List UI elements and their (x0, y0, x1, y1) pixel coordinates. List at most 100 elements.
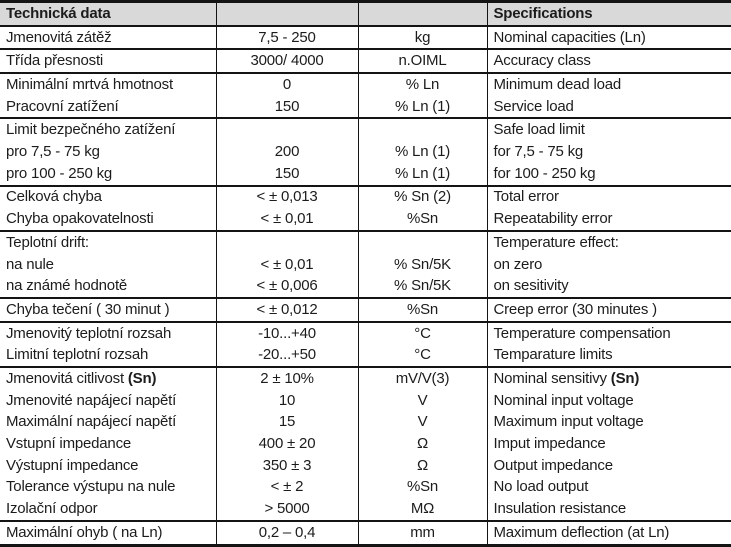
table-row: na nule < ± 0,01 % Sn/5K on zero (0, 253, 731, 276)
czech-label-cell: Jmenovité napájecí napětí (0, 389, 217, 412)
value-cell: -20...+50 (216, 344, 359, 368)
value-cell (216, 230, 359, 254)
table-row: pro 7,5 - 75 kg 200 % Ln (1) for 7,5 - 7… (0, 141, 731, 163)
czech-label-cell: Chyba opakovatelnosti (0, 208, 217, 232)
value-cell: 10 (216, 389, 359, 412)
value-cell: 350 ± 3 (216, 454, 359, 477)
czech-label-cell: Jmenovitý teplotní rozsah (0, 321, 217, 345)
unit-cell: MΩ (358, 498, 488, 522)
table-row: Jmenovitý teplotní rozsah -10...+40 °C T… (0, 321, 731, 345)
czech-label-cell: na známé hodnotě (0, 275, 217, 299)
value-cell: < ± 0,012 (216, 297, 359, 323)
unit-cell: mV/V(3) (358, 367, 488, 390)
czech-label-cell: Chyba tečení ( 30 minut ) (0, 297, 217, 323)
value-cell: < ± 0,01 (216, 208, 359, 232)
table-row: Chyba tečení ( 30 minut ) < ± 0,012 %Sn … (0, 297, 731, 323)
table-row: Pracovní zatížení 150 % Ln (1) Service l… (0, 95, 731, 120)
english-label-cell: Minimum dead load (493, 76, 622, 94)
table-row: Jmenovitá citlivost (Sn) 2 ± 10% mV/V(3)… (0, 367, 731, 390)
unit-cell: °C (358, 321, 488, 345)
unit-cell (358, 118, 488, 142)
czech-header-cell: Technická data (0, 1, 217, 27)
english-label-cell: Output impedance (493, 456, 614, 474)
english-label-cell: Repeatability error (487, 208, 731, 232)
unit-cell: % Ln (1) (358, 141, 488, 163)
unit-cell: V (358, 411, 488, 434)
czech-label-cell: Izolační odpor (0, 498, 217, 522)
value-cell (216, 118, 359, 142)
value-cell: < ± 2 (216, 476, 359, 499)
english-label-cell: Total error (493, 188, 560, 206)
table-row: Celková chyba < ± 0,013 % Sn (2) Total e… (0, 185, 731, 209)
unit-cell: Ω (358, 433, 488, 455)
value-cell: < ± 0,006 (216, 275, 359, 299)
czech-label-cell: na nule (0, 253, 217, 276)
table-row: Třída přesnosti 3000/ 4000 n.OIML Accura… (0, 49, 731, 75)
czech-label-cell: pro 100 - 250 kg (0, 162, 217, 187)
value-cell: 7,5 - 250 (216, 25, 359, 51)
english-header-cell: Specifications (487, 1, 731, 27)
unit-cell: % Sn/5K (358, 253, 488, 276)
english-label-cell: Accuracy class (487, 49, 731, 75)
value-cell: < ± 0,013 (216, 185, 359, 209)
table-row: Minimální mrtvá hmotnost 0 % Ln Minimum … (0, 73, 731, 96)
unit-cell: % Ln (358, 73, 488, 96)
table-row: Vstupní impedance 400 ± 20 Ω Imput imped… (0, 433, 731, 455)
unit-cell: V (358, 389, 488, 412)
english-label-cell: Nominal sensitivy (Sn) (493, 369, 640, 387)
table-row: pro 100 - 250 kg 150 % Ln (1) for 100 - … (0, 162, 731, 187)
table-row: Chyba opakovatelnosti < ± 0,01 %Sn Repea… (0, 208, 731, 232)
unit-cell: mm (358, 520, 488, 545)
czech-label-cell: Jmenovitá zátěž (0, 25, 217, 51)
value-cell: 3000/ 4000 (216, 49, 359, 75)
table-row: Maximální napájecí napětí 15 V Maximum i… (0, 411, 731, 434)
table-row: Jmenovitá zátěž 7,5 - 250 kg Nominal cap… (0, 25, 731, 51)
table-row: Izolační odpor > 5000 MΩ Insulation resi… (0, 498, 731, 522)
english-label-cell: for 7,5 - 75 kg (493, 143, 584, 161)
value-cell: 400 ± 20 (216, 433, 359, 455)
english-label-cell: Insulation resistance (487, 498, 731, 522)
czech-label-cell: Maximální ohyb ( na Ln) (0, 520, 217, 545)
unit-cell: n.OIML (358, 49, 488, 75)
table-row: Jmenovité napájecí napětí 10 V Nominal i… (0, 389, 731, 412)
czech-label-cell: Jmenovitá citlivost (Sn) (0, 367, 217, 390)
unit-cell: % Sn (2) (358, 185, 488, 209)
unit-cell: %Sn (358, 297, 488, 323)
table-row: Výstupní impedance 350 ± 3 Ω Output impe… (0, 454, 731, 477)
english-label-cell: Maximum deflection (at Ln) (493, 523, 670, 541)
english-label-cell: Service load (487, 95, 731, 120)
english-label-cell: on zero (493, 255, 543, 273)
table-row: na známé hodnotě < ± 0,006 % Sn/5K on se… (0, 275, 731, 299)
unit-cell: Ω (358, 454, 488, 477)
unit-cell: % Sn/5K (358, 275, 488, 299)
english-label-cell: Imput impedance (493, 435, 606, 453)
english-label-cell: Temperature effect: (493, 233, 619, 251)
table-row: Limitní teplotní rozsah -20...+50 °C Tem… (0, 344, 731, 368)
unit-cell: % Ln (1) (358, 95, 488, 120)
unit-cell: %Sn (358, 476, 488, 499)
english-label-cell: on sesitivity (487, 275, 731, 299)
english-label-cell: Temperature compensation (493, 324, 671, 342)
unit-cell: °C (358, 344, 488, 368)
english-label-cell: for 100 - 250 kg (487, 162, 731, 187)
czech-label-cell: Teplotní drift: (0, 230, 217, 254)
czech-label-cell: Celková chyba (0, 185, 217, 209)
czech-label-cell: Minimální mrtvá hmotnost (0, 73, 217, 96)
unit-cell: %Sn (358, 208, 488, 232)
english-label-cell: Nominal input voltage (493, 391, 634, 409)
table-row: Teplotní drift: Temperature effect: (0, 230, 731, 254)
value-cell: < ± 0,01 (216, 253, 359, 276)
value-cell: -10...+40 (216, 321, 359, 345)
table-row: Limit bezpečného zatížení Safe load limi… (0, 118, 731, 142)
english-label-cell: Temparature limits (487, 344, 731, 368)
czech-label-cell: Tolerance výstupu na nule (0, 476, 217, 499)
value-header-cell (216, 1, 359, 27)
czech-label-cell: Limitní teplotní rozsah (0, 344, 217, 368)
value-cell: 2 ± 10% (216, 367, 359, 390)
unit-cell: kg (358, 25, 488, 51)
english-label-cell: Safe load limit (493, 121, 585, 139)
value-cell: 15 (216, 411, 359, 434)
value-cell: 0 (216, 73, 359, 96)
table-row: Maximální ohyb ( na Ln) 0,2 – 0,4 mm Max… (0, 520, 731, 545)
